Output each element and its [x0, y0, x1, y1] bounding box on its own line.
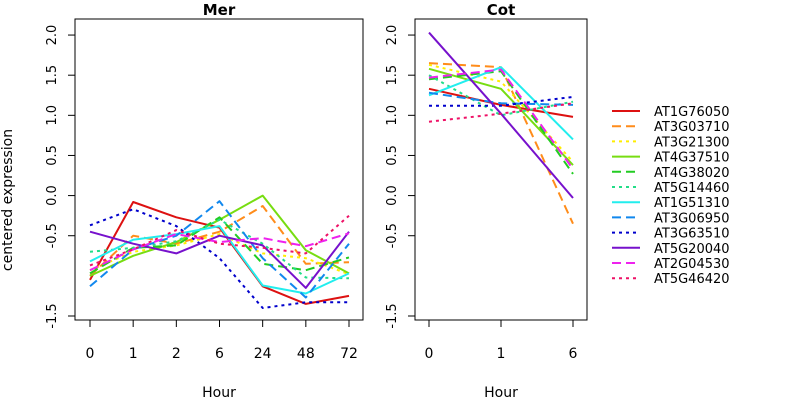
legend-item: AT4G38020 — [612, 166, 730, 181]
legend-label: AT1G76050 — [654, 105, 730, 120]
legend-item: AT1G51310 — [612, 196, 730, 211]
series-line-at5g20040 — [89, 230, 350, 289]
legend-label: AT5G14460 — [654, 181, 730, 196]
legend-item: AT1G76050 — [612, 105, 730, 120]
legend-item: AT3G63510 — [612, 227, 730, 242]
y-tick-label: 1.0 — [45, 105, 60, 126]
legend-label: AT3G03710 — [654, 120, 730, 135]
y-tick-label: -1.5 — [45, 303, 60, 328]
plot-frame — [74, 18, 364, 321]
series-line-at3g06950 — [428, 91, 574, 106]
series-line-at3g63510 — [429, 95, 574, 107]
legend-item: AT3G21300 — [612, 135, 730, 150]
x-axis-label: Hour — [484, 385, 518, 400]
x-tick-label: 6 — [569, 346, 578, 362]
legend-label: AT5G46420 — [654, 272, 730, 287]
series-line-at5g46420 — [89, 214, 350, 267]
cot-panel: Cot 2.0 1.5 1.0 0.5 0.0 -0.5 -1.5 0 1 6 Hour — [385, 1, 588, 400]
y-tick-label: -1.5 — [385, 303, 400, 328]
x-tick-label: 0 — [425, 346, 434, 362]
x-tick-label: 0 — [86, 346, 95, 362]
legend-label: AT4G38020 — [654, 166, 730, 181]
y-tick-label: 1.5 — [385, 65, 400, 86]
legend-label: AT1G51310 — [654, 196, 730, 211]
x-tick-label: 48 — [297, 346, 315, 362]
x-tick-label: 6 — [215, 346, 224, 362]
x-axis-label: Hour — [202, 385, 236, 400]
legend-item: AT5G20040 — [612, 242, 730, 257]
x-tick-label: 1 — [129, 346, 138, 362]
series-line-at2g04530 — [428, 68, 574, 170]
series-line-at3g03710 — [89, 205, 350, 277]
legend-label: AT5G20040 — [654, 242, 730, 257]
series-line-at5g14460 — [89, 218, 350, 280]
legend: AT1G76050AT3G03710AT3G21300AT4G37510AT4G… — [612, 105, 730, 287]
y-tick-label: 1.0 — [385, 105, 400, 126]
legend-label: AT3G21300 — [654, 135, 730, 150]
y-tick-label: 0.0 — [45, 185, 60, 206]
y-tick-label: 1.5 — [45, 65, 60, 86]
chart-title: Cot — [487, 1, 515, 19]
y-tick-label: 0.5 — [45, 145, 60, 166]
legend-item: AT3G03710 — [612, 120, 730, 135]
y-tick-label: 0.5 — [385, 145, 400, 166]
y-tick-label: 2.0 — [385, 25, 400, 46]
legend-item: AT5G14460 — [612, 181, 730, 196]
y-tick-label: 0.0 — [385, 185, 400, 206]
series-line-at5g46420 — [428, 102, 574, 123]
x-tick-label: 2 — [172, 346, 181, 362]
legend-label: AT3G06950 — [654, 211, 730, 226]
y-tick-label: -0.5 — [385, 223, 400, 248]
series-line-at1g51310 — [89, 225, 350, 295]
mer-panel: Mer 2.0 1.5 1.0 0.5 0.0 -0.5 -1.5 0 1 2 6 24 48 72 Hour — [45, 1, 364, 400]
x-tick-label: 1 — [497, 346, 506, 362]
y-tick-label: -0.5 — [45, 223, 60, 248]
plot-frame — [414, 18, 588, 321]
y-tick-label: 2.0 — [45, 25, 60, 46]
x-tick-label: 24 — [254, 346, 272, 362]
legend-item: AT5G46420 — [612, 272, 730, 287]
chart-title: Mer — [203, 1, 236, 19]
x-tick-label: 72 — [340, 346, 358, 362]
series-line-at5g20040 — [428, 31, 574, 199]
legend-item: AT4G37510 — [612, 151, 730, 166]
legend-item: AT2G04530 — [612, 257, 730, 272]
series-line-at3g21300 — [89, 233, 350, 276]
legend-item: AT3G06950 — [612, 211, 730, 226]
legend-label: AT2G04530 — [654, 257, 730, 272]
series-line-at1g51310 — [428, 66, 574, 141]
series-line-at2g04530 — [89, 232, 350, 272]
legend-label: AT3G63510 — [654, 227, 730, 242]
y-axis-label: centered expression — [0, 129, 16, 271]
legend-label: AT4G37510 — [654, 151, 730, 166]
